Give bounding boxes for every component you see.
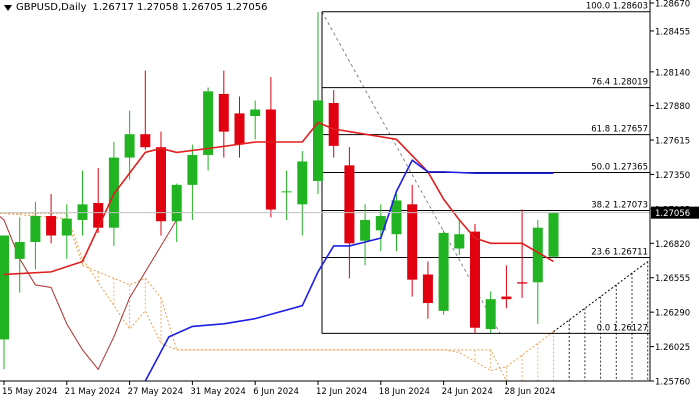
fib-level-label: 23.6 1.26711 bbox=[591, 247, 648, 257]
bull-candle bbox=[0, 235, 9, 340]
date-tick-label: 31 May 2024 bbox=[190, 387, 245, 397]
bear-candle bbox=[470, 231, 480, 328]
bear-candle bbox=[46, 216, 57, 236]
bull-candle bbox=[313, 100, 323, 181]
kijun-sen bbox=[144, 158, 554, 382]
bull-candle bbox=[548, 212, 559, 257]
bull-candle bbox=[30, 216, 41, 243]
fib-level-label: 38.2 1.27073 bbox=[591, 200, 648, 210]
date-tick-label: 12 Jun 2024 bbox=[316, 387, 367, 397]
bull-candle bbox=[532, 227, 543, 283]
date-tick-label: 18 Jun 2024 bbox=[379, 387, 430, 397]
senkou-span-b bbox=[0, 212, 554, 382]
current-price-tag bbox=[651, 206, 699, 219]
senkou-span-a-future bbox=[553, 261, 648, 333]
bear-candle bbox=[407, 204, 418, 280]
bull-candle bbox=[438, 232, 449, 311]
bear-candle bbox=[156, 147, 166, 222]
fib-level-label: 0.0 1.26127 bbox=[597, 323, 648, 333]
fibonacci-retracement[interactable]: 100.0 1.28603 76.4 1.28019 61.8 1.27657 50.… bbox=[321, 2, 650, 334]
price-tick-label: 1.26290 bbox=[655, 309, 690, 319]
bull-candle bbox=[360, 219, 371, 241]
bear-candle bbox=[517, 282, 528, 284]
bear-candle bbox=[328, 103, 339, 146]
price-tick-label: 1.28455 bbox=[655, 27, 690, 37]
bull-candle bbox=[14, 242, 25, 259]
bull-candle bbox=[171, 184, 182, 222]
fib-level-label: 76.4 1.28019 bbox=[591, 78, 648, 88]
price-tick-label: 1.26025 bbox=[655, 343, 690, 353]
tenkan-sen bbox=[3, 121, 554, 276]
price-tick-label: 1.28140 bbox=[655, 68, 690, 78]
chart-header: GBPUSD,Daily 1.26717 1.27058 1.26705 1.2… bbox=[4, 2, 267, 13]
fib-level-label: 61.8 1.27657 bbox=[591, 125, 648, 135]
ohlc-readout: 1.26717 1.27058 1.26705 1.27056 bbox=[92, 2, 268, 13]
bear-candle bbox=[234, 113, 245, 145]
bear-candle bbox=[93, 203, 104, 228]
bull-candle bbox=[454, 234, 465, 249]
bull-candle bbox=[77, 204, 88, 220]
price-tick-label: 1.28670 bbox=[655, 0, 690, 10]
bull-candle bbox=[375, 216, 386, 231]
price-tick-label: 1.25760 bbox=[655, 378, 690, 388]
price-tick-label: 1.27350 bbox=[655, 171, 690, 181]
date-tick-label: 28 Jun 2024 bbox=[504, 387, 555, 397]
date-tick-label: 6 Jun 2024 bbox=[253, 387, 299, 397]
ichimoku-lines bbox=[3, 121, 554, 382]
symbol-dropdown-icon[interactable] bbox=[4, 4, 12, 11]
price-tick-label: 1.26820 bbox=[655, 240, 690, 250]
bull-candle bbox=[124, 134, 135, 158]
bull-candle bbox=[281, 191, 292, 193]
bull-candle bbox=[297, 161, 308, 205]
candlesticks bbox=[0, 12, 559, 370]
date-tick-label: 24 Jun 2024 bbox=[442, 387, 493, 397]
current-price-label: 1.27056 bbox=[655, 209, 690, 219]
fib-level-label: 100.0 1.28603 bbox=[586, 2, 648, 12]
bear-candle bbox=[140, 134, 151, 148]
bull-candle bbox=[61, 218, 72, 236]
bull-candle bbox=[391, 200, 402, 235]
bull-candle bbox=[250, 109, 261, 117]
bear-candle bbox=[265, 109, 276, 210]
bull-candle bbox=[187, 154, 198, 185]
bull-candle bbox=[485, 299, 496, 330]
symbol-label: GBPUSD,Daily bbox=[16, 2, 87, 13]
date-tick-label: 21 May 2024 bbox=[65, 387, 120, 397]
date-tick-label: 27 May 2024 bbox=[128, 387, 183, 397]
bear-candle bbox=[501, 296, 512, 300]
price-tick-label: 1.27880 bbox=[655, 102, 690, 112]
bull-candle bbox=[203, 91, 214, 155]
bear-candle bbox=[422, 274, 433, 304]
date-tick-label: 15 May 2024 bbox=[2, 387, 57, 397]
bear-candle bbox=[344, 165, 355, 244]
price-tick-label: 1.27615 bbox=[655, 137, 690, 147]
fib-level-label: 50.0 1.27365 bbox=[591, 163, 648, 173]
bear-candle bbox=[218, 93, 229, 132]
price-tick-label: 1.26555 bbox=[655, 274, 690, 284]
